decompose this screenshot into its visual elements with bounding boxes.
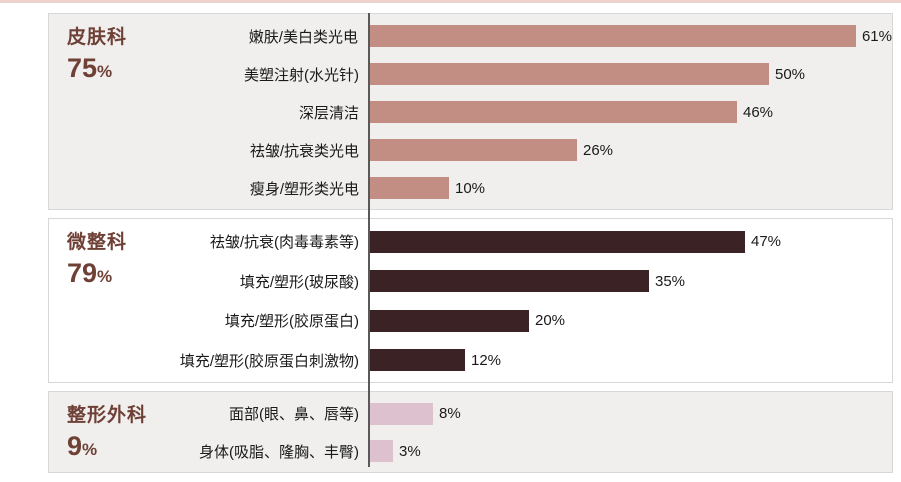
section-panel: 皮肤科 75% 嫩肤/美白类光电 61% 美塑注射(水光针) 50% 深层清洁 46% 祛皱/抗… [48,13,893,210]
bar-row: 身体(吸脂、隆胸、丰臀) 3% [49,433,892,471]
bar-rows: 祛皱/抗衰(肉毒毒素等) 47% 填充/塑形(玻尿酸) 35% 填充/塑形(胶原蛋白) 2… [49,219,892,382]
section-total-number: 79 [67,257,98,288]
bar-row: 填充/塑形(玻尿酸) 35% [49,262,892,302]
section-title-text: 微整科 [67,232,128,253]
bar [369,139,577,161]
y-axis-line [368,13,370,467]
category-label: 填充/塑形(胶原蛋白) [224,313,359,331]
category-label: 身体(吸脂、隆胸、丰臀) [199,443,359,461]
category-label: 祛皱/抗衰类光电 [249,142,359,160]
bar [369,309,529,332]
bar [369,230,745,253]
bar-row: 嫩肤/美白类光电 61% [49,17,892,55]
value-label: 12% [471,351,502,369]
value-label: 35% [655,272,686,290]
category-label: 祛皱/抗衰(肉毒毒素等) [209,234,359,252]
percent-sign: % [82,439,98,459]
category-label: 嫩肤/美白类光电 [248,28,358,46]
value-label: 10% [455,179,486,197]
percent-sign: % [97,61,113,81]
value-label: 26% [583,141,614,159]
bar [369,63,769,85]
percent-sign: % [97,266,113,286]
bar [369,177,449,199]
bar-row: 填充/塑形(胶原蛋白刺激物) 12% [49,341,892,381]
bar-rows: 面部(眼、鼻、唇等) 8% 身体(吸脂、隆胸、丰臀) 3% [49,392,892,472]
section-panel: 微整科 79% 祛皱/抗衰(肉毒毒素等) 47% 填充/塑形(玻尿酸) 35% 填充/塑形(… [48,218,893,383]
bar [369,349,465,372]
section-total-number: 75 [67,52,98,83]
section-panel: 整形外科 9% 面部(眼、鼻、唇等) 8% 身体(吸脂、隆胸、丰臀) 3% [48,391,893,473]
bar-row: 美塑注射(水光针) 50% [49,55,892,93]
section-title-text: 整形外科 [67,405,148,426]
category-label: 填充/塑形(胶原蛋白刺激物) [179,352,359,370]
bar-row: 深层清洁 46% [49,93,892,131]
value-label: 61% [861,27,892,45]
section-title: 皮肤科 75% [67,26,127,86]
value-label: 3% [399,442,421,460]
section-total-percent: 79% [67,256,127,291]
section-title: 整形外科 9% [67,404,147,464]
bar-row: 填充/塑形(胶原蛋白) 20% [49,301,892,341]
section-title: 微整科 79% [67,231,127,291]
category-label: 面部(眼、鼻、唇等) [229,406,359,424]
bar [369,101,737,123]
section-total-percent: 75% [67,51,127,86]
category-label: 填充/塑形(玻尿酸) [239,273,359,291]
bar-row: 面部(眼、鼻、唇等) 8% [49,395,892,433]
bar [367,25,856,47]
section-total-percent: 9% [67,429,147,464]
category-label: 瘦身/塑形类光电 [249,180,359,198]
value-label: 46% [743,103,774,121]
bar-rows: 嫩肤/美白类光电 61% 美塑注射(水光针) 50% 深层清洁 46% 祛皱/抗衰类光电 26… [49,14,892,209]
category-label: 深层清洁 [298,104,359,122]
section-total-number: 9 [67,430,83,461]
value-label: 20% [535,312,566,330]
value-label: 8% [439,405,461,423]
bar-row: 祛皱/抗衰(肉毒毒素等) 47% [49,222,892,262]
section-panels: 皮肤科 75% 嫩肤/美白类光电 61% 美塑注射(水光针) 50% 深层清洁 46% 祛皱/抗… [48,13,893,473]
section-title-text: 皮肤科 [67,27,128,48]
bar [369,440,393,463]
grouped-bar-chart: 皮肤科 75% 嫩肤/美白类光电 61% 美塑注射(水光针) 50% 深层清洁 46% 祛皱/抗… [48,13,893,473]
value-label: 50% [775,65,806,83]
top-accent-line [0,0,901,3]
bar-row: 瘦身/塑形类光电 10% [49,169,892,207]
bar [369,270,649,293]
category-label: 美塑注射(水光针) [244,66,359,84]
bar-row: 祛皱/抗衰类光电 26% [49,131,892,169]
bar [369,402,433,425]
value-label: 47% [751,233,782,251]
